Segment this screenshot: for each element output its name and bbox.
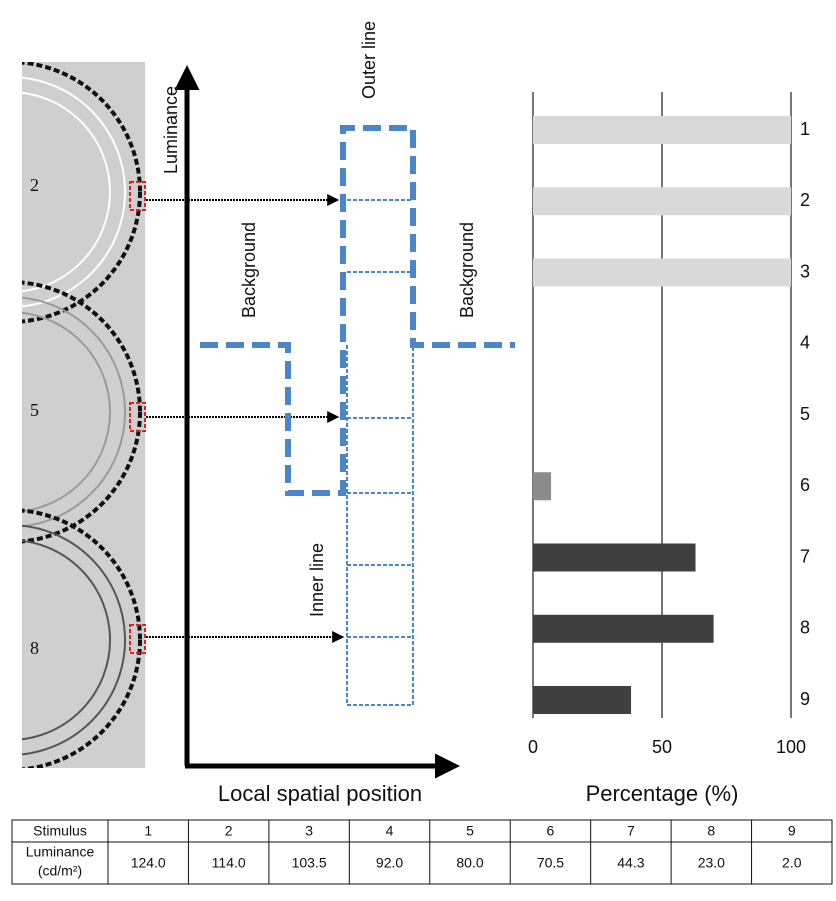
y-tick-label: 1 xyxy=(800,119,810,139)
luminance-profile xyxy=(200,125,515,496)
cell-dividers xyxy=(347,199,413,638)
profile-cells xyxy=(346,199,414,706)
ring xyxy=(22,62,142,324)
table-header: 9 xyxy=(788,823,796,839)
ring xyxy=(22,76,126,308)
table-header: 7 xyxy=(627,823,635,839)
bar xyxy=(533,116,791,144)
y-axis-label: Luminance xyxy=(161,86,181,174)
y-tick-label: 7 xyxy=(800,546,810,566)
diagram-label: Inner line xyxy=(307,543,327,617)
y-tick-label: 9 xyxy=(800,689,810,709)
x-tick-label: 0 xyxy=(528,737,538,757)
table-header: 2 xyxy=(225,823,233,839)
luminance-table: Stimulus 1 2 3 4 5 6 7 8 9 Luminance (cd/m²) 124.0 11… xyxy=(11,819,833,885)
highlight-box xyxy=(129,624,146,654)
table-header: Stimulus xyxy=(33,823,87,839)
table-row-label: Luminance xyxy=(26,844,95,860)
ring xyxy=(22,296,126,528)
ring xyxy=(22,524,126,756)
table-cell: 114.0 xyxy=(212,855,246,871)
stimulus-number: 5 xyxy=(30,400,39,420)
ring xyxy=(22,280,142,544)
x-tick-label: 100 xyxy=(776,737,806,757)
chart-x-label: Percentage (%) xyxy=(586,781,739,806)
bar xyxy=(533,686,632,714)
table-cell: 124.0 xyxy=(131,855,166,871)
inner-line-cell xyxy=(346,345,414,706)
stimulus-number: 8 xyxy=(30,638,39,658)
table-header: 6 xyxy=(547,823,555,839)
table-cell: 70.5 xyxy=(537,855,564,871)
ring xyxy=(22,508,142,768)
ring xyxy=(22,311,111,513)
y-tick-label: 4 xyxy=(800,333,810,353)
stimulus-number: 2 xyxy=(30,175,39,195)
highlight-box xyxy=(129,181,146,211)
y-tick-label: 8 xyxy=(800,618,810,638)
table-header: 1 xyxy=(144,823,152,839)
table-cell: 80.0 xyxy=(456,855,483,871)
y-tick-label: 5 xyxy=(800,404,810,424)
stimulus-panel xyxy=(22,62,145,768)
x-tick-label: 50 xyxy=(652,737,672,757)
ring xyxy=(22,91,111,293)
y-tick-label: 3 xyxy=(800,261,810,281)
table-cell: 2.0 xyxy=(782,855,802,871)
table-header: 3 xyxy=(305,823,313,839)
table-cell: 23.0 xyxy=(698,855,725,871)
table-border xyxy=(11,819,833,885)
bar xyxy=(533,472,552,501)
bar xyxy=(533,187,791,216)
stimulus-numbers: 2 5 8 xyxy=(30,175,39,658)
y-tick-label: 6 xyxy=(800,475,810,495)
table-cell: 103.5 xyxy=(292,855,327,871)
ring xyxy=(22,539,111,741)
highlight-box xyxy=(129,402,146,432)
bar-chart: 0 50 100 1 2 3 4 5 6 7 8 9 xyxy=(528,92,810,757)
table-header: 5 xyxy=(466,823,474,839)
x-axis-label: Local spatial position xyxy=(218,781,422,806)
table-header: 8 xyxy=(707,823,715,839)
stimulus-rings xyxy=(22,62,142,768)
table-cell: 44.3 xyxy=(617,855,644,871)
table-row-label: (cd/m²) xyxy=(38,863,82,879)
bar xyxy=(533,614,714,643)
bar xyxy=(533,258,791,287)
bar xyxy=(533,543,696,572)
table-cell: 92.0 xyxy=(376,855,403,871)
table-header: 4 xyxy=(386,823,394,839)
y-tick-label: 2 xyxy=(800,190,810,210)
diagram-label: Background xyxy=(457,222,477,318)
diagram-label: Background xyxy=(239,222,259,318)
diagram-label: Outer line xyxy=(359,21,379,99)
